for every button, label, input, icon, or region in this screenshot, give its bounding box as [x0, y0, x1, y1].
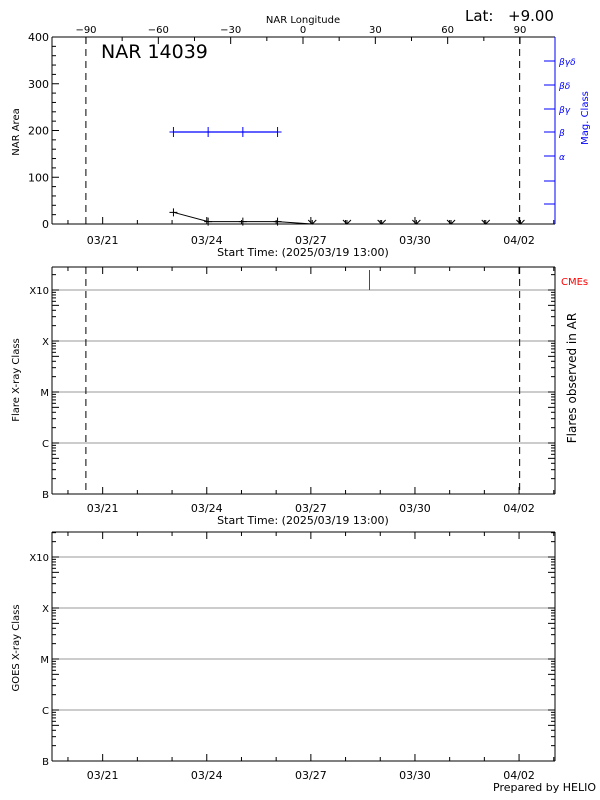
- y-tick-label: X: [42, 337, 49, 348]
- y-tick-label: 300: [28, 78, 49, 91]
- arrow-marker: [446, 219, 456, 225]
- x-tick-label: 04/02: [503, 769, 535, 782]
- lat-label: Lat:: [465, 7, 493, 25]
- panel1-xlabel: Start Time: (2025/03/19 13:00): [217, 246, 389, 259]
- longitude-tick-label: −30: [220, 25, 241, 36]
- mag-class-tick-label: α: [559, 153, 565, 163]
- x-tick-label: 03/30: [399, 234, 431, 247]
- mag-class-marker: [273, 127, 282, 137]
- x-tick-label: 03/27: [295, 234, 327, 247]
- longitude-tick-label: 0: [300, 25, 306, 36]
- mag-class-tick-label: βγ: [558, 106, 571, 116]
- y-tick-label: C: [42, 706, 49, 717]
- goes-panel: B C M X X10 03/21 03/24 03/27 03/30 04/02: [29, 531, 556, 782]
- y-tick-label: C: [42, 439, 49, 450]
- mag-class-marker: [204, 127, 213, 137]
- x-tick-label: 03/21: [87, 502, 119, 515]
- x-tick-label: 03/24: [191, 502, 223, 515]
- x-tick-label: 03/30: [399, 502, 431, 515]
- plus-marker: [169, 208, 178, 217]
- mag-class-tick-label: β: [558, 129, 565, 139]
- panel3-ylabel: GOES X-ray Class: [11, 604, 22, 691]
- panel2-xlabel: Start Time: (2025/03/19 13:00): [217, 514, 389, 527]
- mag-class-marker: [169, 127, 178, 137]
- y-tick-label: B: [42, 757, 49, 768]
- x-tick-label: 04/02: [503, 234, 535, 247]
- credit-footer: Prepared by HELIO: [493, 781, 596, 794]
- x-tick-label: 04/02: [503, 502, 535, 515]
- top-axis-title: NAR Longitude: [266, 15, 340, 26]
- x-tick-label: 03/24: [191, 234, 223, 247]
- panel2-ylabel: Flare X-ray Class: [11, 338, 22, 422]
- y-tick-label: X10: [29, 286, 49, 297]
- longitude-tick-label: 60: [441, 25, 454, 36]
- arrow-marker: [516, 219, 525, 225]
- y-tick-label: 200: [28, 125, 49, 138]
- longitude-tick-label: −60: [148, 25, 169, 36]
- cme-label: CMEs: [561, 277, 588, 288]
- arrow-marker: [377, 219, 387, 225]
- y-tick-label: X: [42, 604, 49, 615]
- y-tick-label: B: [42, 490, 49, 501]
- x-tick-label: 03/30: [399, 769, 431, 782]
- arrow-marker: [481, 219, 491, 225]
- arrow-marker: [307, 219, 317, 225]
- plus-marker: [204, 217, 213, 226]
- y-tick-label: 400: [28, 31, 49, 44]
- y-tick-label: X10: [29, 553, 49, 564]
- mag-class-tick-label: βδ: [558, 82, 571, 92]
- y-tick-label: M: [40, 655, 49, 666]
- panel1-ylabel: NAR Area: [11, 108, 22, 155]
- longitude-tick-label: −90: [75, 25, 96, 36]
- x-tick-label: 03/21: [87, 234, 119, 247]
- x-tick-label: 03/24: [191, 769, 223, 782]
- plus-marker: [273, 217, 282, 226]
- plus-marker: [238, 217, 247, 226]
- panel1-y2label: Mag. Class: [580, 91, 591, 145]
- x-tick-label: 03/21: [87, 769, 119, 782]
- x-tick-label: 03/27: [295, 502, 327, 515]
- y-tick-label: 100: [28, 171, 49, 184]
- mag-class-marker: [238, 127, 247, 137]
- flares-panel: B C M X X10 03/21 03/24 03/27 03/30 04/02: [29, 266, 556, 515]
- arrow-marker: [411, 219, 421, 225]
- region-title: NAR 14039: [101, 41, 208, 63]
- mag-class-tick-label: βγδ: [558, 58, 576, 68]
- longitude-tick-label: 30: [369, 25, 382, 36]
- y-tick-label: M: [40, 388, 49, 399]
- longitude-tick-label: 90: [514, 25, 527, 36]
- arrow-marker: [342, 219, 352, 225]
- lat-value: +9.00: [508, 7, 554, 25]
- panel2-y2label: Flares observed in AR: [565, 313, 579, 443]
- x-tick-label: 03/27: [295, 769, 327, 782]
- y-tick-label: 0: [42, 218, 49, 231]
